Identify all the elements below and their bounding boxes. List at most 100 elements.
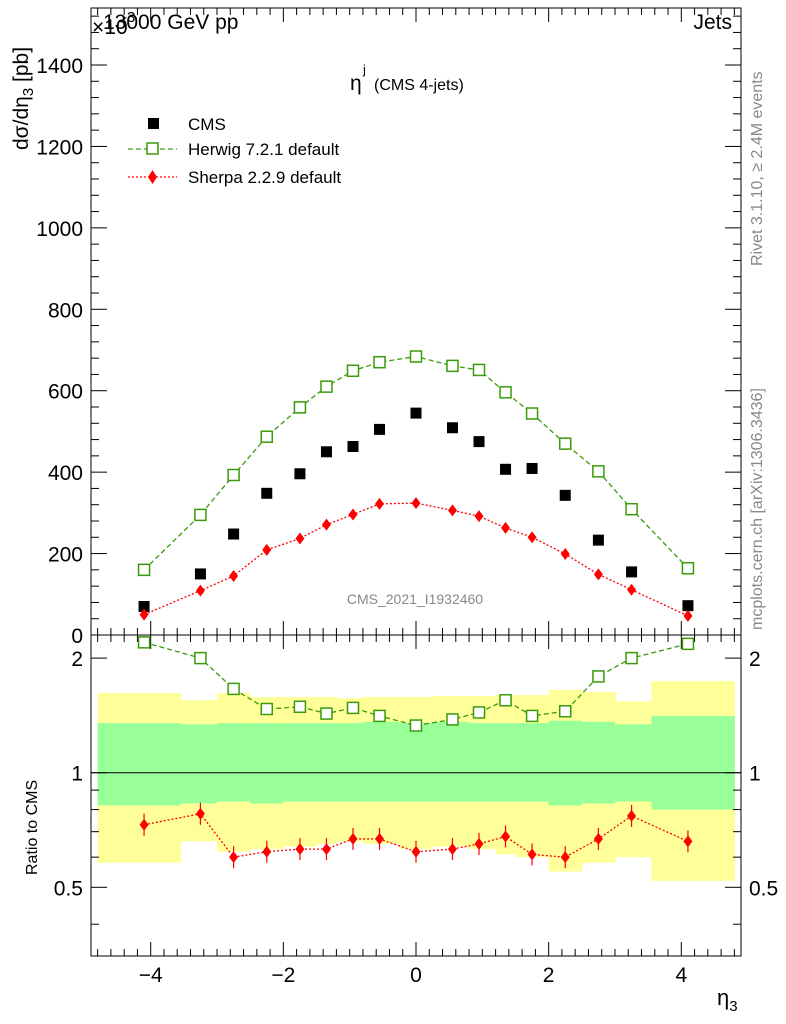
ratio-herwig-point: [409, 719, 423, 732]
panel-title-text: (CMS 4-jets): [374, 77, 464, 94]
sherpa-point: [411, 497, 421, 510]
sherpa-point: [321, 518, 331, 531]
ratio-herwig-point: [525, 709, 539, 723]
band-inner-bin: [581, 721, 616, 804]
legend-item-cms: CMS: [148, 115, 226, 134]
y-axis-label-upper: dσ/dη3 [pb]: [10, 47, 37, 150]
sherpa-point: [348, 508, 358, 521]
ratio-sherpa-point: [447, 843, 457, 856]
ratio-herwig-point: [137, 636, 151, 649]
ratio-sherpa-point: [593, 832, 603, 845]
rivet-label: Rivet 3.1.10, ≥ 2.4M events: [749, 71, 766, 266]
herwig-point: [373, 355, 386, 369]
sherpa-point: [527, 531, 537, 544]
sherpa-point: [560, 547, 570, 560]
y-tick-label: 600: [48, 381, 83, 404]
ratio-herwig-point: [320, 707, 333, 720]
exponent-base: ×10: [92, 16, 128, 39]
ratio-herwig-point: [346, 701, 360, 715]
band-inner-bin: [217, 723, 251, 802]
ratio-herwig-point: [558, 705, 572, 718]
herwig-point: [446, 359, 459, 373]
cms-point: [228, 528, 240, 540]
cms-point: [374, 423, 386, 435]
herwig-point: [293, 401, 307, 414]
band-inner-bin: [495, 723, 516, 802]
ratio-herwig-point: [472, 706, 486, 719]
ratio-sherpa-point: [295, 843, 305, 856]
herwig-line: [143, 355, 689, 571]
ratio-sherpa-point: [474, 837, 484, 850]
legend-marker-herwig: [146, 142, 159, 155]
ratio-sherpa-point: [229, 851, 239, 864]
ratio-herwig-point: [625, 651, 638, 665]
ratio-y-tick-label: 0.5: [54, 877, 83, 900]
panel-title-symbol: η: [350, 72, 362, 95]
cms-point: [473, 436, 485, 448]
y-tick-label: 0: [71, 625, 83, 648]
herwig-point: [260, 430, 274, 443]
ratio-sherpa-point: [348, 832, 358, 845]
x-tick-label: 2: [543, 964, 555, 987]
band-inner-bin: [651, 715, 735, 810]
band-inner-bin: [432, 721, 470, 802]
cms-point: [194, 568, 206, 580]
herwig-point: [346, 364, 360, 378]
sherpa-point: [195, 584, 205, 597]
herwig-point: [625, 502, 638, 516]
cms-point: [138, 601, 150, 612]
cms-point: [682, 600, 694, 612]
band-inner-bin: [362, 721, 400, 802]
cms-point: [446, 422, 458, 434]
band-inner-bin: [316, 723, 337, 802]
sherpa-point: [501, 521, 511, 534]
ratio-sherpa-point: [683, 835, 693, 848]
x-tick-label: −2: [271, 964, 295, 987]
ratio-herwig-line: [143, 641, 689, 727]
cms-point: [626, 566, 638, 578]
band-inner-bin: [97, 723, 182, 806]
herwig-point: [558, 437, 572, 450]
ratio-herwig-point: [227, 682, 240, 696]
band-inner-bin: [283, 723, 318, 802]
legend-marker-sherpa: [148, 170, 157, 184]
ratio-sherpa-line: [143, 813, 689, 858]
ratio-y-tick-label: 1: [71, 763, 83, 786]
x-axis-label: η3: [717, 985, 738, 1015]
x-tick-label: 0: [410, 964, 422, 987]
ratio-y-tick-label: 1: [749, 763, 761, 786]
herwig-point: [499, 386, 512, 399]
cms-point: [410, 407, 422, 419]
herwig-point: [472, 363, 486, 377]
band-inner-bin: [399, 723, 434, 802]
ratio-herwig-point: [681, 637, 695, 651]
ratio-sherpa-point: [527, 848, 537, 861]
legend-item-herwig: Herwig 7.2.1 default: [128, 140, 339, 159]
ratio-sherpa-point: [195, 807, 205, 820]
cms-point: [294, 468, 306, 480]
cms-point: [500, 463, 512, 475]
ratio-y-tick-label: 0.5: [749, 877, 778, 900]
ratio-y-tick-label: 2: [749, 648, 761, 671]
mcplots-label: mcplots.cern.ch [arXiv:1306.3436]: [749, 388, 766, 630]
ratio-herwig-point: [592, 670, 605, 683]
y-tick-label: 400: [48, 462, 83, 485]
band-inner-bin: [336, 723, 364, 802]
x-tick-label: −4: [139, 964, 163, 987]
herwig-point: [525, 407, 539, 420]
sherpa-point: [474, 510, 484, 523]
band-inner-bin: [250, 723, 284, 804]
legend-label-herwig: Herwig 7.2.1 default: [188, 140, 339, 159]
sherpa-point: [295, 532, 305, 545]
sherpa-point: [627, 583, 637, 596]
exponent-power: -3: [122, 9, 135, 26]
ratio-herwig-point: [260, 702, 274, 716]
y-axis-label-ratio: Ratio to CMS: [24, 780, 41, 875]
ratio-sherpa-point: [560, 851, 570, 864]
herwig-point: [227, 468, 240, 482]
y-tick-label: 800: [48, 299, 83, 322]
panel-title-superscript: j: [362, 62, 366, 77]
sherpa-point: [593, 568, 603, 581]
panel-title: η j (CMS 4-jets): [350, 62, 464, 95]
